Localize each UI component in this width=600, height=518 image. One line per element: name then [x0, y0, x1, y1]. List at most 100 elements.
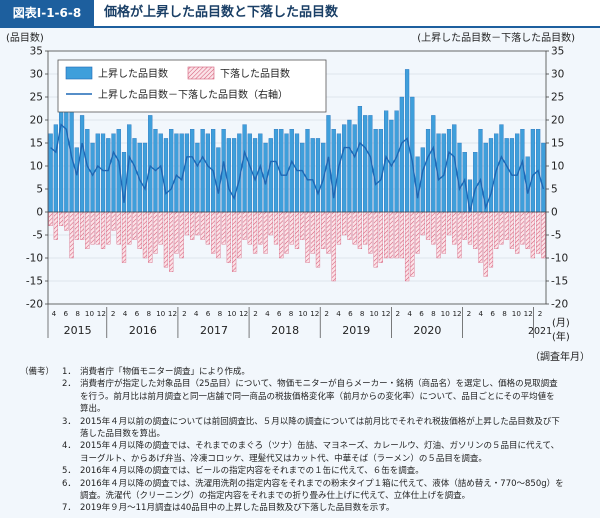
- month-tick-label: 2: [395, 309, 400, 318]
- left-tick-label: 30: [30, 69, 43, 81]
- note-line: を行う。前月比は前月調査と同一店舗で同一商品の税抜価格変化率（前月からの変化率）…: [0, 391, 600, 403]
- right-tick-label: -15: [551, 276, 568, 288]
- right-axis-ticks: 35 30 25 20 15 10 5 0 -5 -10 -15 -20: [546, 46, 568, 311]
- up-bar: [431, 115, 436, 213]
- down-bar: [211, 211, 216, 254]
- month-tick-label: 10: [298, 309, 308, 318]
- right-tick-label: -20: [551, 299, 568, 311]
- month-tick-label: 4: [123, 309, 128, 318]
- down-bar: [247, 211, 252, 245]
- down-bar: [174, 211, 179, 254]
- down-bar: [132, 211, 137, 240]
- left-tick-label: -5: [33, 230, 43, 242]
- down-bar: [294, 211, 300, 249]
- down-bar: [394, 211, 399, 259]
- note-text: 2019年９月～11月調査は40品目中の上昇した品目数及び下落した品目数を示す。: [80, 503, 395, 514]
- note-number: 3．: [62, 416, 76, 427]
- up-bar: [79, 115, 85, 213]
- note-line: 3． 2015年４月以前の調査については前回調査比、５月以降の調査については前月比…: [0, 416, 600, 428]
- note-line: 7． 2019年９月～11月調査は40品目中の上昇した品目数及び下落した品目数を示…: [0, 502, 600, 514]
- right-tick-label: 25: [551, 92, 564, 104]
- note-line: 落した品目数を算出。: [0, 428, 600, 440]
- down-bar: [90, 211, 95, 245]
- down-bar: [326, 211, 331, 254]
- down-bar: [142, 211, 148, 259]
- down-bar: [520, 211, 525, 245]
- down-bar: [226, 211, 231, 263]
- legend-up-label: 上昇した品目数: [98, 67, 168, 80]
- note-text: 調査。洗濯代（クリーニング）の指定内容をそれまでの折り畳み仕上げに代えて、立体仕…: [80, 491, 471, 502]
- up-bar: [504, 138, 509, 213]
- up-bar: [378, 129, 383, 213]
- up-bar: [357, 106, 363, 213]
- left-tick-label: 0: [36, 207, 43, 219]
- year-label: 2021: [528, 326, 552, 337]
- month-tick-label: 8: [431, 309, 436, 318]
- down-bar: [48, 211, 53, 226]
- down-bar: [279, 211, 284, 259]
- note-number: 6．: [62, 478, 76, 489]
- month-tick-label: 6: [63, 309, 68, 318]
- month-tick-label: 6: [135, 309, 140, 318]
- up-bar: [342, 124, 347, 213]
- month-tick-label: 2: [253, 309, 258, 318]
- down-bar: [436, 211, 441, 259]
- month-tick-label: 8: [218, 309, 223, 318]
- up-bar: [195, 142, 200, 213]
- down-bar: [310, 211, 315, 254]
- down-bar: [483, 211, 488, 277]
- x-axis: 4 6 8 10 12 2 4 6 8 10 12 2 4 6 8 10 12 2 4 6 8 10 12 2 4 6 8 10 12 2…: [47, 304, 552, 338]
- up-bar: [184, 133, 190, 213]
- down-bar: [389, 211, 394, 259]
- up-bar: [289, 129, 294, 213]
- right-tick-label: 15: [551, 138, 564, 150]
- down-bar: [473, 211, 478, 249]
- up-bar: [95, 133, 100, 213]
- note-text: 2015年４月以降の調査では、それまでのまぐろ（ツナ）缶詰、マヨネーズ、カレール…: [80, 441, 560, 452]
- note-text: 2016年４月以降の調査では、洗濯用洗剤の指定内容をそれまでの粉末タイプ１箱に代…: [80, 478, 564, 489]
- up-bar: [478, 129, 483, 213]
- month-tick-label: 12: [97, 309, 106, 318]
- notes: （備考） 1． 消費者庁「物価モニター調査」により作成。 2． 消費者庁が指定した対象品…: [0, 366, 600, 515]
- month-tick-label: 6: [206, 309, 211, 318]
- right-tick-label: 5: [551, 184, 558, 196]
- up-bar: [363, 115, 368, 213]
- down-bar: [373, 211, 378, 268]
- right-tick-label: 20: [551, 115, 564, 127]
- up-bar: [315, 138, 321, 213]
- down-bar: [53, 211, 58, 240]
- note-line: （備考） 1． 消費者庁「物価モニター調査」により作成。: [0, 366, 600, 378]
- down-bar: [273, 211, 279, 245]
- year-label: 2020: [413, 324, 441, 337]
- month-tick-label: 2: [111, 309, 116, 318]
- down-bar: [106, 211, 111, 245]
- month-tick-label: 2: [538, 309, 543, 318]
- year-label: 2016: [129, 324, 157, 337]
- chart: (品目数) (上昇した品目数－下落した品目数) 35302520151050-5…: [6, 31, 590, 363]
- down-bar: [384, 211, 389, 259]
- year-label: 2015: [64, 324, 92, 337]
- down-bar: [305, 211, 310, 263]
- down-bar: [425, 211, 431, 240]
- plot-frame: [47, 50, 547, 305]
- down-bar: [446, 211, 452, 236]
- note-line: 4． 2015年４月以降の調査では、それまでのまぐろ（ツナ）缶詰、マヨネーズ、カレ…: [0, 440, 600, 452]
- month-tick-label: 2: [467, 309, 472, 318]
- down-bar: [195, 211, 200, 236]
- down-bar: [137, 211, 142, 249]
- left-axis-title: (品目数): [6, 31, 44, 44]
- legend-down-label: 下落した品目数: [220, 67, 290, 80]
- up-bar: [541, 142, 546, 213]
- month-tick-label: 8: [289, 309, 294, 318]
- legend-down-swatch: [187, 66, 215, 80]
- down-bar: [452, 211, 457, 245]
- month-tick-label: 6: [348, 309, 353, 318]
- down-bar: [79, 211, 85, 240]
- note-line: ヨーグルト、からあげ弁当、冷凍コロッケ、理髪代又はカット代、中華そば（ラーメン）…: [0, 453, 600, 465]
- left-tick-label: 25: [30, 92, 43, 104]
- down-bar: [242, 211, 247, 240]
- down-bar: [347, 211, 352, 240]
- notes-head: （備考）: [20, 367, 55, 377]
- down-bar: [258, 211, 263, 245]
- note-line: 算出。: [0, 403, 600, 415]
